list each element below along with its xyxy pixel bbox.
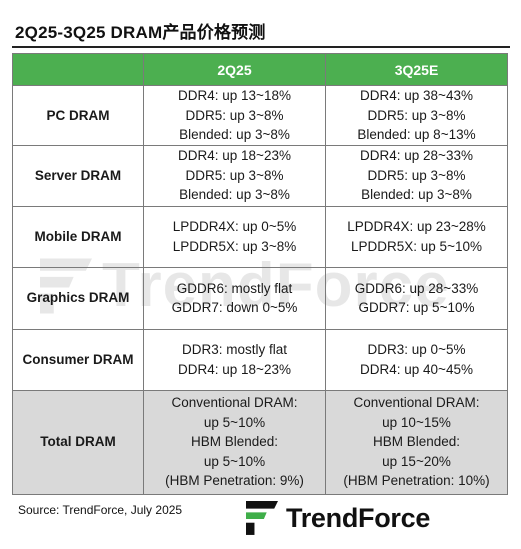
table-row: Mobile DRAM LPDDR4X: up 0~5% LPDDR5X: up… bbox=[12, 205, 508, 268]
table-header-row: 2Q25 3Q25E bbox=[12, 53, 508, 86]
row-label: Consumer DRAM bbox=[12, 328, 144, 391]
row-label: Total DRAM bbox=[12, 389, 144, 495]
cell-line: HBM Blended: bbox=[372, 434, 461, 450]
cell-line: LPDDR5X: up 3~8% bbox=[172, 238, 297, 254]
cell-line: DDR5: up 3~8% bbox=[185, 107, 284, 123]
header-2q25: 2Q25 bbox=[143, 53, 326, 86]
cell-line: up 15~20% bbox=[382, 453, 451, 469]
cell-3q25e: LPDDR4X: up 23~28% LPDDR5X: up 5~10% bbox=[325, 205, 508, 268]
table-row: PC DRAM DDR4: up 13~18% DDR5: up 3~8% Bl… bbox=[12, 85, 508, 146]
source-note: Source: TrendForce, July 2025 bbox=[18, 503, 183, 517]
table-row: Graphics DRAM GDDR6: mostly flat GDDR7: … bbox=[12, 266, 508, 330]
trendforce-logo-icon bbox=[246, 501, 278, 535]
cell-line: DDR4: up 28~33% bbox=[360, 148, 473, 164]
cell-line: Conventional DRAM: bbox=[171, 395, 298, 411]
cell-line: DDR3: mostly flat bbox=[181, 342, 288, 357]
row-label: Mobile DRAM bbox=[12, 205, 144, 268]
page-title: 2Q25-3Q25 DRAM产品价格预测 bbox=[15, 23, 266, 42]
cell-line: (HBM Penetration: 10%) bbox=[343, 473, 490, 489]
cell-line: DDR5: up 3~8% bbox=[185, 167, 284, 183]
cell-line: Blended: up 8~13% bbox=[357, 127, 476, 142]
cell-line: DDR4: up 40~45% bbox=[360, 361, 473, 377]
row-label: Server DRAM bbox=[12, 144, 144, 207]
cell-line: LPDDR4X: up 23~28% bbox=[347, 219, 486, 234]
cell-line: DDR5: up 3~8% bbox=[367, 167, 466, 183]
cell-line: DDR4: up 38~43% bbox=[360, 88, 473, 103]
cell-line: DDR4: up 13~18% bbox=[178, 88, 291, 103]
cell-3q25e: GDDR6: up 28~33% GDDR7: up 5~10% bbox=[325, 266, 508, 330]
cell-line: GDDR7: down 0~5% bbox=[171, 300, 298, 315]
price-forecast-table: 2Q25 3Q25E PC DRAM DDR4: up 13~18% DDR5:… bbox=[12, 53, 508, 495]
cell-line: Conventional DRAM: bbox=[353, 395, 480, 411]
cell-2q25: DDR3: mostly flat DDR4: up 18~23% bbox=[143, 328, 326, 391]
cell-2q25: Conventional DRAM: up 5~10% HBM Blended:… bbox=[143, 389, 326, 495]
cell-line: up 10~15% bbox=[382, 414, 451, 430]
cell-line: Blended: up 3~8% bbox=[179, 127, 290, 142]
cell-line: GDDR6: mostly flat bbox=[176, 280, 293, 296]
cell-line: LPDDR4X: up 0~5% bbox=[172, 219, 297, 234]
cell-line: DDR4: up 18~23% bbox=[178, 361, 291, 377]
cell-line: up 5~10% bbox=[203, 453, 266, 469]
cell-line: Blended: up 3~8% bbox=[361, 187, 472, 203]
cell-line: LPDDR5X: up 5~10% bbox=[351, 238, 482, 254]
table-row: Consumer DRAM DDR3: mostly flat DDR4: up… bbox=[12, 328, 508, 391]
cell-2q25: DDR4: up 18~23% DDR5: up 3~8% Blended: u… bbox=[143, 144, 326, 207]
table-row: Server DRAM DDR4: up 18~23% DDR5: up 3~8… bbox=[12, 144, 508, 207]
row-label: Graphics DRAM bbox=[12, 266, 144, 330]
cell-3q25e: DDR4: up 38~43% DDR5: up 3~8% Blended: u… bbox=[325, 85, 508, 146]
cell-2q25: LPDDR4X: up 0~5% LPDDR5X: up 3~8% bbox=[143, 205, 326, 268]
cell-line: GDDR6: up 28~33% bbox=[354, 280, 479, 296]
cell-3q25e: DDR4: up 28~33% DDR5: up 3~8% Blended: u… bbox=[325, 144, 508, 207]
cell-line: DDR3: up 0~5% bbox=[367, 342, 466, 357]
table-row-total: Total DRAM Conventional DRAM: up 5~10% H… bbox=[12, 389, 508, 495]
cell-2q25: GDDR6: mostly flat GDDR7: down 0~5% bbox=[143, 266, 326, 330]
title-rule bbox=[12, 46, 510, 48]
header-category bbox=[12, 53, 144, 86]
cell-line: (HBM Penetration: 9%) bbox=[165, 473, 304, 489]
cell-line: up 5~10% bbox=[203, 414, 266, 430]
row-label: PC DRAM bbox=[12, 85, 144, 146]
cell-line: DDR5: up 3~8% bbox=[367, 107, 466, 123]
cell-line: Blended: up 3~8% bbox=[179, 187, 290, 203]
cell-line: HBM Blended: bbox=[190, 434, 279, 450]
cell-line: GDDR7: up 5~10% bbox=[358, 300, 475, 315]
cell-3q25e: DDR3: up 0~5% DDR4: up 40~45% bbox=[325, 328, 508, 391]
header-3q25e: 3Q25E bbox=[325, 53, 508, 86]
logo-text: TrendForce bbox=[286, 502, 431, 533]
trendforce-logo: TrendForce bbox=[246, 501, 430, 535]
cell-line: DDR4: up 18~23% bbox=[178, 148, 291, 164]
cell-3q25e: Conventional DRAM: up 10~15% HBM Blended… bbox=[325, 389, 508, 495]
cell-2q25: DDR4: up 13~18% DDR5: up 3~8% Blended: u… bbox=[143, 85, 326, 146]
